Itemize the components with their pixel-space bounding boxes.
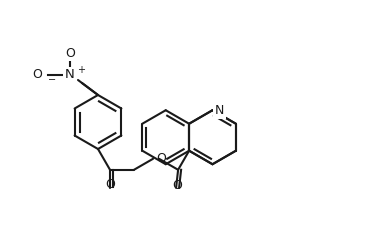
Text: −: −	[48, 75, 56, 85]
Text: N: N	[65, 68, 75, 81]
Text: O: O	[105, 178, 115, 191]
Text: O: O	[32, 68, 42, 81]
Text: O: O	[65, 47, 75, 60]
Text: +: +	[77, 65, 85, 75]
Text: O: O	[156, 152, 166, 165]
Text: O: O	[172, 179, 182, 192]
Text: N: N	[214, 104, 224, 117]
